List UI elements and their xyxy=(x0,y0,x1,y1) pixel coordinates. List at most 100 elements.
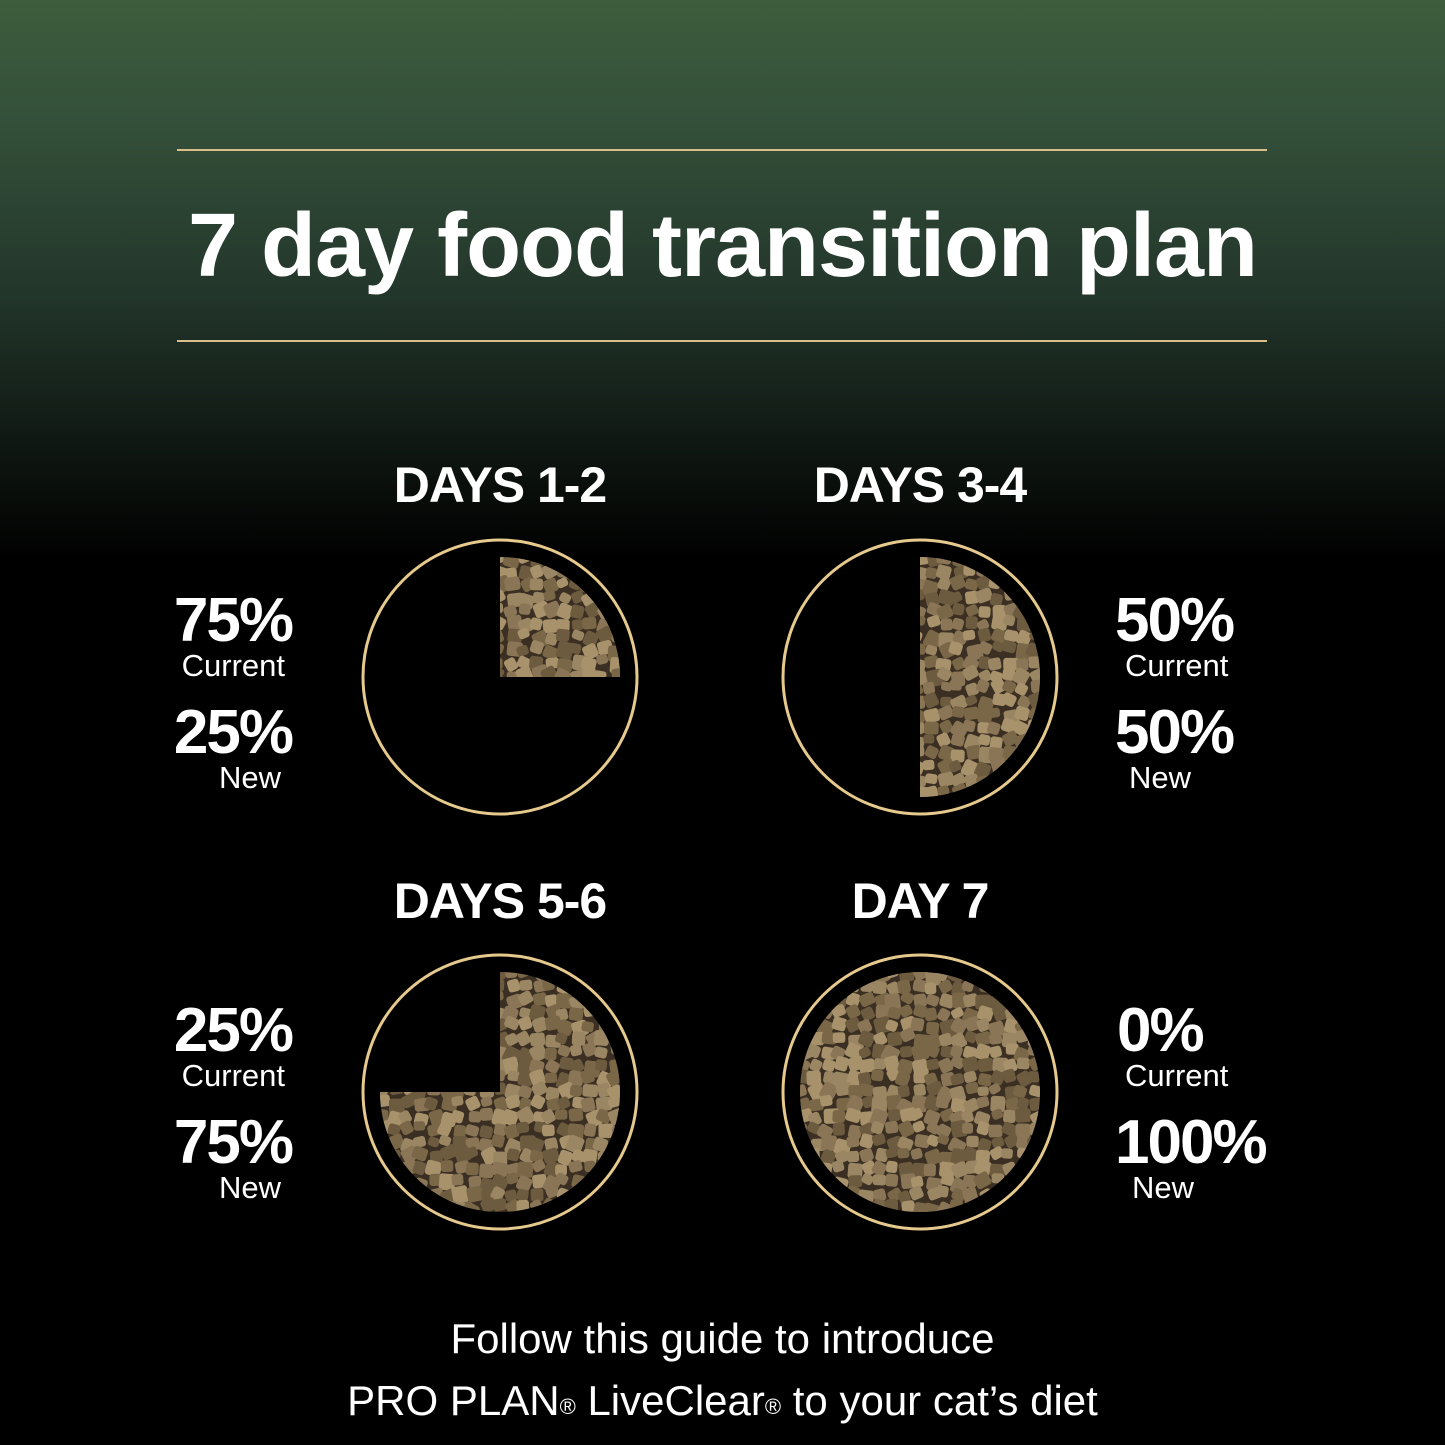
kibble xyxy=(1002,1109,1017,1124)
kibble xyxy=(380,990,390,1004)
kibble xyxy=(821,972,837,979)
kibble xyxy=(925,993,940,1007)
kibble xyxy=(819,788,835,803)
kibble xyxy=(872,1086,888,1100)
top-divider xyxy=(177,149,1267,151)
kibble xyxy=(989,592,1003,607)
kibble xyxy=(504,576,521,592)
kibble xyxy=(1030,679,1040,694)
kibble xyxy=(464,1146,479,1159)
kibble xyxy=(911,1095,929,1113)
current-label: Current xyxy=(181,648,285,683)
current-percent: 0% xyxy=(1117,996,1205,1065)
kibble xyxy=(480,1107,494,1121)
kibble xyxy=(800,1173,811,1194)
kibble xyxy=(800,972,809,982)
kibble xyxy=(844,1042,862,1060)
kibble xyxy=(939,719,954,734)
kibble xyxy=(834,1055,849,1072)
kibble xyxy=(1027,772,1040,789)
kibble xyxy=(582,630,599,648)
kibble xyxy=(1042,759,1056,773)
kibble xyxy=(923,707,940,724)
kibble xyxy=(923,692,939,709)
kibble xyxy=(531,1081,548,1097)
kibble xyxy=(948,760,962,773)
kibble xyxy=(887,1006,902,1020)
kibble xyxy=(912,979,928,993)
kibble xyxy=(950,749,965,763)
kibble xyxy=(873,1016,892,1035)
new-label: New xyxy=(218,760,281,795)
kibble xyxy=(937,576,952,591)
kibble xyxy=(1029,1189,1040,1204)
kibble xyxy=(992,1057,1009,1073)
kibble xyxy=(976,1017,991,1032)
kibble xyxy=(809,1186,822,1197)
kibble xyxy=(875,1004,890,1019)
kibble xyxy=(1027,993,1040,1007)
kibble xyxy=(988,1083,1001,1095)
kibble xyxy=(1040,977,1058,994)
kibble xyxy=(622,1160,637,1174)
kibble xyxy=(544,994,558,1008)
kibble xyxy=(977,1073,993,1087)
kibble xyxy=(990,1070,1006,1086)
kibble xyxy=(950,1055,966,1070)
kibble xyxy=(532,992,548,1007)
kibble xyxy=(1040,552,1055,566)
kibble xyxy=(491,1134,505,1148)
kibble xyxy=(858,1058,876,1074)
kibble xyxy=(803,799,819,816)
kibble xyxy=(831,1016,848,1032)
kibble xyxy=(872,1174,887,1186)
kibble xyxy=(607,1084,620,1101)
kibble xyxy=(594,565,607,576)
kibble xyxy=(619,557,620,567)
kibble xyxy=(1042,784,1056,798)
stage-heading: DAYS 1-2 xyxy=(393,457,607,513)
kibble xyxy=(568,642,582,655)
kibble xyxy=(518,603,531,615)
kibble xyxy=(991,1136,1005,1149)
kibble xyxy=(858,1046,871,1059)
kibble xyxy=(1027,761,1040,775)
kibble xyxy=(1040,1186,1056,1201)
kibble xyxy=(1029,972,1040,981)
kibble xyxy=(795,554,808,566)
kibble xyxy=(951,1161,969,1179)
kibble xyxy=(986,721,1001,736)
kibble xyxy=(809,1058,823,1072)
kibble xyxy=(569,1058,585,1074)
stage-heading: DAYS 5-6 xyxy=(393,873,607,929)
kibble xyxy=(938,979,953,994)
stage-pie-chart xyxy=(781,953,1059,1231)
kibble xyxy=(607,563,620,577)
kibble xyxy=(873,1031,888,1047)
kibble xyxy=(502,1056,520,1075)
kibble xyxy=(377,761,392,774)
kibble xyxy=(860,1006,875,1021)
kibble xyxy=(389,552,403,565)
kibble xyxy=(517,990,534,1006)
kibble xyxy=(920,745,925,757)
kibble xyxy=(934,972,949,982)
kibble xyxy=(465,1095,481,1111)
kibble xyxy=(492,1198,507,1212)
kibble xyxy=(438,1135,452,1147)
kibble xyxy=(832,1122,845,1136)
kibble xyxy=(991,615,1008,631)
kibble xyxy=(402,1212,416,1224)
kibble xyxy=(887,1109,901,1122)
kibble xyxy=(806,1044,821,1059)
kibble xyxy=(963,1097,980,1114)
kibble xyxy=(621,965,639,983)
kibble xyxy=(387,972,406,980)
kibble xyxy=(500,589,506,603)
kibble xyxy=(940,1173,955,1187)
kibble xyxy=(545,1086,560,1102)
kibble xyxy=(518,1016,533,1031)
kibble xyxy=(1015,1108,1032,1123)
kibble xyxy=(1029,1084,1040,1098)
kibble xyxy=(567,1070,584,1087)
